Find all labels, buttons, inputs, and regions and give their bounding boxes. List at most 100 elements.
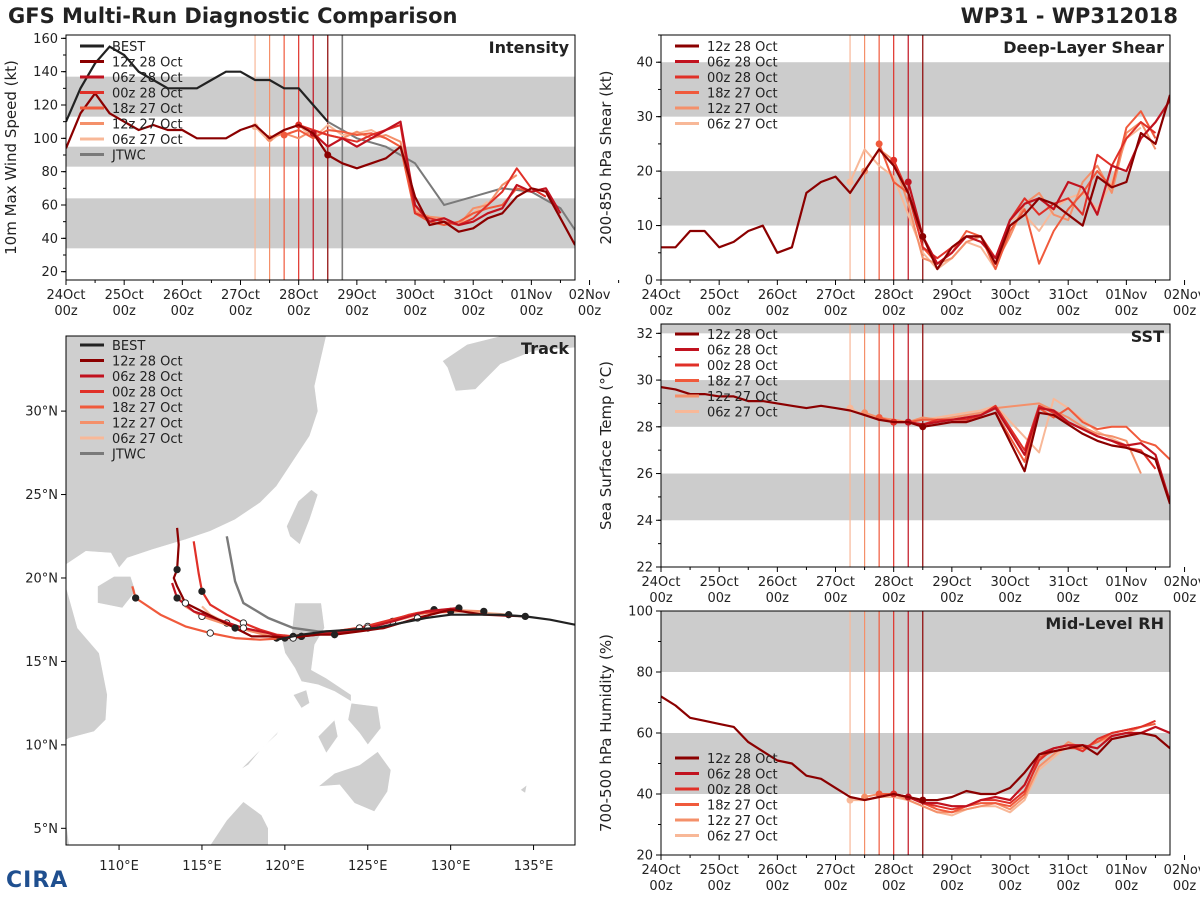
palau-land [519, 784, 528, 794]
x-tick-label: 27Oct [816, 575, 855, 590]
y-tick-label: 15°N [25, 655, 58, 670]
legend-run-label: 00z 28 Oct [707, 783, 778, 798]
init-point [919, 423, 927, 431]
shading-band [661, 473, 1170, 521]
shading-band [66, 146, 575, 167]
y-tick-label: 20 [636, 849, 653, 864]
y-tick-label: 10 [636, 219, 653, 234]
series-group [661, 695, 1170, 817]
page-title: GFS Multi-Run Diagnostic Comparison [8, 4, 458, 28]
y-axis-label: 10m Max Wind Speed (kt) [2, 60, 20, 255]
y-tick-label: 24 [636, 514, 653, 529]
x-tick-label: 28Oct [874, 288, 913, 303]
x-tick-label: 27Oct [816, 288, 855, 303]
x-tick-label: 00z [1057, 879, 1081, 894]
x-tick-label: 30Oct [991, 288, 1030, 303]
legend-jtwc-label: JTWC [111, 448, 146, 463]
shading-band [661, 611, 1170, 672]
x-tick-label: 00z [882, 591, 906, 606]
legend-run-label: 12z 28 Oct [707, 40, 778, 55]
legend-run-label: 06z 27 Oct [707, 830, 778, 845]
series-line [312, 120, 562, 227]
y-tick-label: 30 [636, 110, 653, 125]
legend-run-label: 00z 28 Oct [707, 359, 778, 374]
y-tick-label: 20 [41, 265, 58, 280]
x-tick-label: 31Oct [454, 288, 493, 303]
x-tick-label: 01Nov [1105, 575, 1147, 590]
x-tick-label: 29Oct [932, 863, 971, 878]
x-tick-label: 31Oct [1049, 575, 1088, 590]
x-tick-label: 00z [707, 591, 731, 606]
shading-band [661, 62, 1170, 117]
panel-title: Track [521, 339, 569, 358]
x-tick-label: 00z [403, 304, 427, 319]
y-tick-label: 0 [645, 274, 653, 289]
legend-run-label: 00z 28 Oct [112, 386, 183, 401]
x-tick-label: 24Oct [641, 288, 680, 303]
x-tick-label: 02Nov [1164, 575, 1200, 590]
x-tick-label: 25Oct [105, 288, 144, 303]
legend-run-label: 06z 27 Oct [112, 133, 183, 148]
mindoro-land [292, 689, 311, 709]
x-tick-label: 00z [766, 304, 790, 319]
y-tick-label: 10°N [25, 738, 58, 753]
y-tick-label: 28 [636, 420, 653, 435]
legend-run-label: 00z 28 Oct [707, 71, 778, 86]
legend-run-label: 06z 28 Oct [707, 768, 778, 783]
x-tick-label: 00z [649, 591, 673, 606]
x-tick-label: 00z [112, 304, 136, 319]
x-tick-label: 00z [1173, 304, 1197, 319]
series-line [661, 94, 1170, 271]
x-tick-label: 28Oct [874, 863, 913, 878]
x-tick-label: 00z [1115, 879, 1139, 894]
legend-best-label: BEST [112, 40, 145, 55]
panel-title: Deep-Layer Shear [1003, 38, 1164, 57]
y-tick-label: 25°N [25, 488, 58, 503]
legend-run-label: 18z 27 Oct [707, 87, 778, 102]
legend-run-label: 12z 28 Oct [112, 355, 183, 370]
track-position-dot [181, 599, 190, 607]
taiwan-land [286, 489, 319, 546]
track-position-dot [198, 587, 206, 595]
x-tick-label: 31Oct [1049, 863, 1088, 878]
shading-band [66, 76, 575, 117]
x-tick-label: 26Oct [163, 288, 202, 303]
x-tick-label: 02Nov [569, 288, 611, 303]
x-tick-label: 00z [940, 304, 964, 319]
x-tick-label: 00z [520, 304, 544, 319]
panel-title: Mid-Level RH [1045, 614, 1164, 633]
map-group [66, 336, 575, 845]
cira-logo: CIRA [6, 868, 69, 893]
legend-run-label: 18z 27 Oct [112, 102, 183, 117]
x-tick-label: 00z [824, 879, 848, 894]
init-point [904, 178, 912, 186]
x-tick-label: 00z [998, 879, 1022, 894]
legend-run-label: 00z 28 Oct [112, 87, 183, 102]
legend-run-label: 06z 28 Oct [707, 56, 778, 71]
x-tick-label: 27Oct [816, 863, 855, 878]
init-point [919, 232, 927, 240]
x-tick-label: 00z [649, 879, 673, 894]
legend-run-label: 12z 27 Oct [707, 102, 778, 117]
hainan-land [97, 576, 136, 609]
track-position-dot [173, 565, 181, 574]
x-tick-label: 00z [882, 879, 906, 894]
series-line [893, 719, 1156, 811]
panel-title: SST [1131, 327, 1164, 346]
y-tick-label: 40 [636, 788, 653, 803]
axes-frame [65, 335, 576, 846]
panay-land [317, 719, 339, 754]
x-tick-label: 130°E [431, 859, 471, 874]
x-tick-label: 135°E [514, 859, 554, 874]
y-tick-label: 40 [636, 56, 653, 71]
legend-run-label: 18z 27 Oct [707, 375, 778, 390]
x-tick-label: 28Oct [874, 575, 913, 590]
japan-land [441, 336, 575, 392]
y-tick-label: 60 [41, 199, 58, 214]
legend-run-label: 06z 27 Oct [707, 118, 778, 133]
panel-rh: 2040608010024Oct00z25Oct00z26Oct00z27Oct… [597, 605, 1200, 895]
init-point [919, 796, 927, 804]
x-tick-label: 00z [1115, 591, 1139, 606]
